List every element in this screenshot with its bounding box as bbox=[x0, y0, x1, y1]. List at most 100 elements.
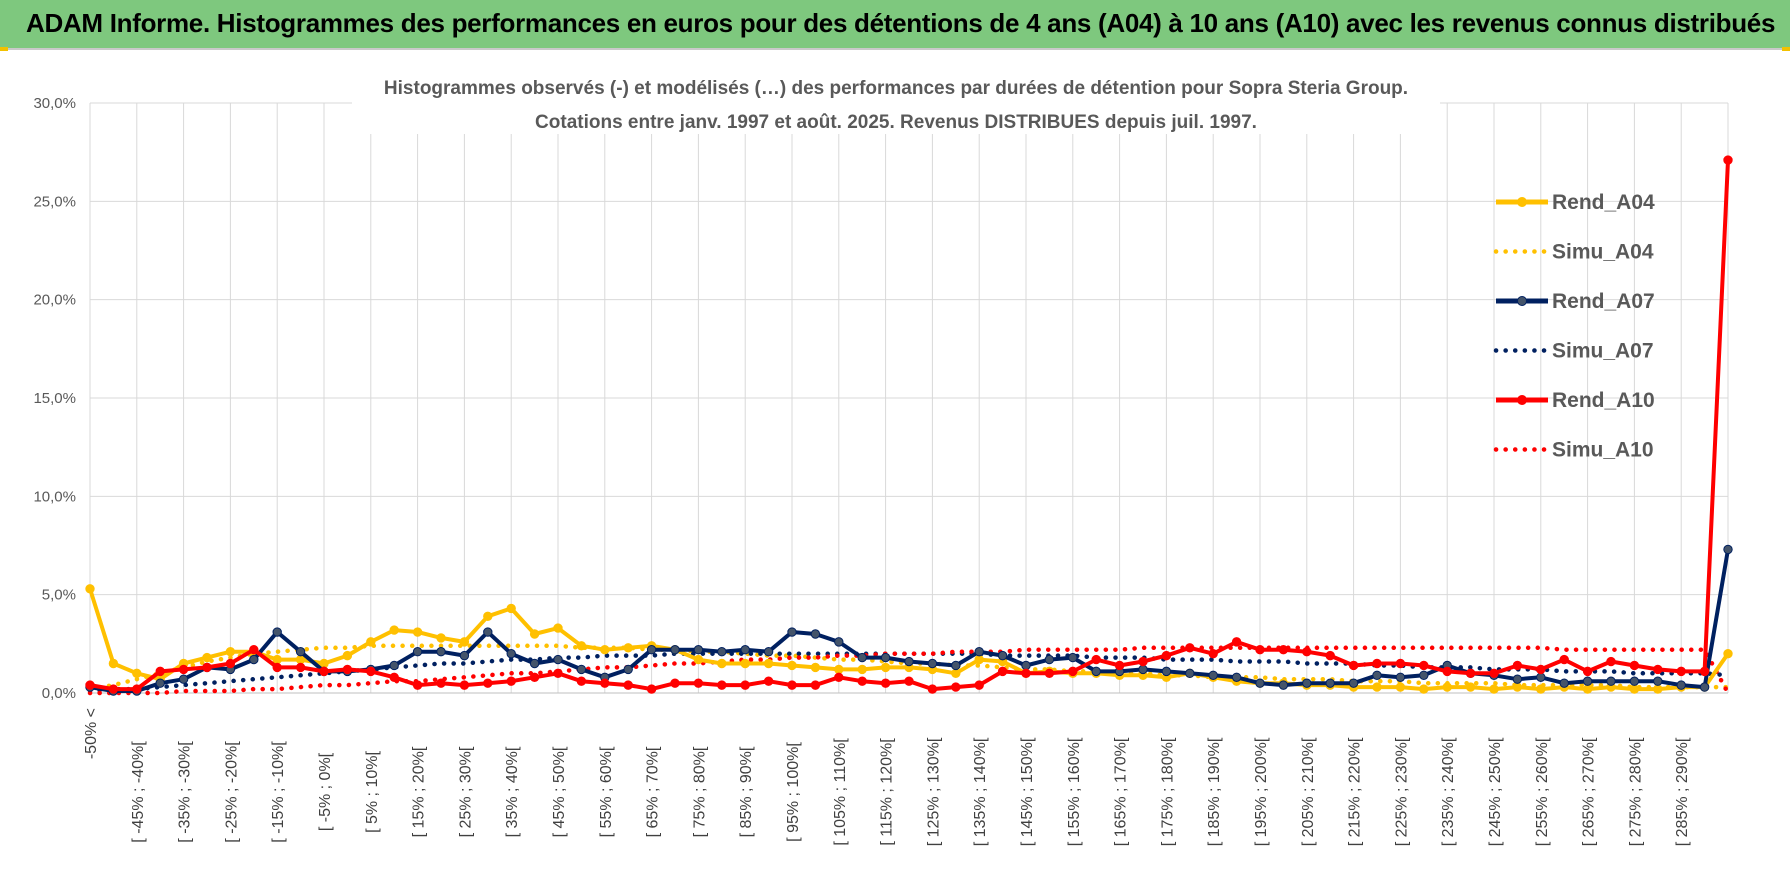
point-rend-a10 bbox=[342, 664, 353, 675]
point-rend-a10 bbox=[623, 680, 633, 690]
point-rend-a07 bbox=[1138, 664, 1148, 675]
point-rend-a07 bbox=[1231, 672, 1242, 682]
x-tick-label: [ 275% ; 280%[ bbox=[1627, 737, 1644, 846]
x-tick-label: [ 55% ; 60%[ bbox=[598, 746, 615, 837]
point-rend-a07 bbox=[951, 660, 961, 671]
point-rend-a07 bbox=[1559, 678, 1569, 688]
point-rend-a10 bbox=[1278, 645, 1289, 655]
point-rend-a10 bbox=[1559, 654, 1569, 665]
point-rend-a07 bbox=[412, 647, 423, 657]
point-rend-a10 bbox=[132, 684, 142, 694]
point-rend-a10 bbox=[717, 680, 727, 690]
point-rend-a07 bbox=[1676, 680, 1686, 690]
point-rend-a07 bbox=[763, 647, 774, 657]
x-tick-label: [ 135% ; 140%[ bbox=[972, 737, 989, 846]
point-rend-a10 bbox=[576, 676, 587, 686]
point-rend-a04 bbox=[389, 625, 399, 635]
x-tick-label: [ 65% ; 70%[ bbox=[645, 746, 662, 837]
point-rend-a10 bbox=[1699, 666, 1710, 677]
point-rend-a04 bbox=[1512, 682, 1523, 692]
point-rend-a04 bbox=[1582, 684, 1593, 694]
point-rend-a10 bbox=[436, 678, 446, 688]
chart-title-line2: Cotations entre janv. 1997 et août. 2025… bbox=[535, 112, 1257, 133]
point-rend-a04 bbox=[1723, 648, 1733, 659]
point-rend-a10 bbox=[1512, 660, 1523, 671]
point-rend-a04 bbox=[880, 662, 891, 673]
point-rend-a04 bbox=[974, 654, 984, 665]
x-tick-label: [ 35% ; 40%[ bbox=[504, 746, 521, 837]
point-rend-a04 bbox=[740, 658, 750, 669]
y-tick-label: 25,0% bbox=[33, 193, 76, 210]
point-rend-a07 bbox=[1536, 672, 1546, 682]
point-rend-a10 bbox=[1302, 647, 1312, 657]
point-rend-a07 bbox=[904, 656, 914, 667]
point-rend-a10 bbox=[1395, 658, 1406, 669]
point-rend-a10 bbox=[155, 666, 165, 677]
point-rend-a07 bbox=[1629, 676, 1640, 686]
point-rend-a07 bbox=[1161, 666, 1172, 677]
point-rend-a10 bbox=[202, 662, 212, 673]
point-rend-a10 bbox=[670, 678, 680, 688]
point-rend-a07 bbox=[1325, 678, 1335, 688]
gridlines bbox=[89, 102, 1729, 694]
y-tick-label: 30,0% bbox=[33, 95, 76, 112]
x-tick-label: [ 285% ; 290%[ bbox=[1674, 737, 1691, 846]
point-rend-a04 bbox=[272, 654, 282, 665]
point-rend-a10 bbox=[1114, 660, 1125, 671]
point-rend-a10 bbox=[1582, 666, 1593, 677]
point-rend-a10 bbox=[1185, 643, 1195, 653]
point-rend-a10 bbox=[1723, 155, 1733, 165]
y-tick-label: 5,0% bbox=[42, 587, 76, 604]
point-rend-a10 bbox=[459, 680, 470, 690]
x-tick-label: [ 25% ; 30%[ bbox=[457, 746, 474, 837]
point-rend-a07 bbox=[1723, 544, 1733, 555]
x-tick-label: [ -5% ; 0%[ bbox=[317, 752, 334, 831]
point-rend-a07 bbox=[1419, 670, 1429, 680]
x-tick-label: [ 155% ; 160%[ bbox=[1066, 737, 1083, 846]
x-tick-label: [ 185% ; 190%[ bbox=[1206, 737, 1223, 846]
point-rend-a07 bbox=[1044, 654, 1055, 665]
y-tick-label: 20,0% bbox=[33, 292, 76, 309]
point-rend-a04 bbox=[810, 662, 821, 673]
point-rend-a07 bbox=[436, 647, 446, 657]
point-rend-a07 bbox=[693, 645, 704, 655]
point-rend-a07 bbox=[1582, 676, 1593, 686]
point-rend-a10 bbox=[1348, 660, 1359, 671]
point-rend-a04 bbox=[459, 637, 470, 647]
point-rend-a10 bbox=[904, 676, 914, 686]
legend-label-simu-a07: Simu_A07 bbox=[1552, 340, 1654, 363]
x-tick-label: [ 165% ; 170%[ bbox=[1113, 737, 1130, 846]
point-rend-a10 bbox=[763, 676, 774, 686]
point-rend-a04 bbox=[1442, 682, 1452, 692]
x-tick-label: [ 145% ; 150%[ bbox=[1019, 737, 1036, 846]
point-rend-a10 bbox=[1044, 668, 1055, 679]
point-rend-a04 bbox=[1629, 684, 1640, 694]
point-rend-a10 bbox=[1325, 650, 1335, 661]
legend-label-rend-a07: Rend_A07 bbox=[1552, 290, 1655, 313]
point-rend-a07 bbox=[1255, 678, 1265, 688]
point-rend-a04 bbox=[85, 584, 95, 594]
point-rend-a10 bbox=[880, 678, 891, 688]
point-rend-a10 bbox=[553, 668, 563, 679]
point-rend-a10 bbox=[1419, 660, 1429, 671]
point-rend-a04 bbox=[951, 668, 961, 679]
x-tick-label: [ 215% ; 220%[ bbox=[1347, 737, 1364, 846]
point-rend-a04 bbox=[693, 654, 704, 665]
point-rend-a07 bbox=[1278, 680, 1289, 690]
point-rend-a07 bbox=[272, 627, 282, 637]
point-rend-a10 bbox=[740, 680, 750, 690]
point-rend-a10 bbox=[1442, 666, 1452, 677]
point-rend-a04 bbox=[132, 668, 142, 679]
point-rend-a07 bbox=[295, 647, 306, 657]
point-rend-a07 bbox=[576, 664, 587, 675]
legend-marker-rend-a04 bbox=[1517, 197, 1527, 207]
x-tick-label: [ 125% ; 130%[ bbox=[925, 737, 942, 846]
point-rend-a04 bbox=[717, 658, 727, 669]
point-rend-a10 bbox=[412, 680, 423, 690]
point-rend-a07 bbox=[459, 650, 470, 661]
corner-accent-right bbox=[1782, 47, 1790, 51]
x-tick-label: [ 205% ; 210%[ bbox=[1300, 737, 1317, 846]
legend-label-rend-a10: Rend_A10 bbox=[1552, 389, 1655, 412]
point-rend-a07 bbox=[974, 647, 984, 657]
